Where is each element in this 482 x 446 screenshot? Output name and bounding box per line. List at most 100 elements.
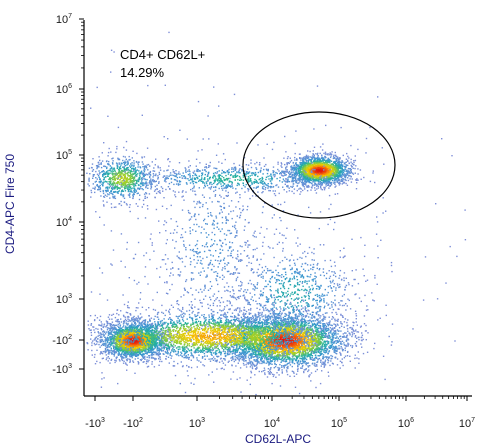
event-dot xyxy=(139,338,141,340)
event-dot xyxy=(136,325,139,327)
event-dot xyxy=(322,319,324,321)
event-dot xyxy=(137,337,139,339)
event-dot xyxy=(134,355,137,357)
event-dot xyxy=(140,341,142,343)
event-dot xyxy=(105,325,108,327)
event-dot xyxy=(360,336,362,339)
event-dot xyxy=(126,337,128,340)
event-dot xyxy=(347,339,350,341)
event-dot xyxy=(264,304,267,307)
event-dot xyxy=(336,350,338,352)
event-dot xyxy=(142,346,144,348)
event-dot xyxy=(238,337,240,340)
event-dot xyxy=(115,331,118,333)
event-dot xyxy=(128,344,131,347)
event-dot xyxy=(131,333,133,336)
event-dot xyxy=(145,342,147,345)
event-dot xyxy=(154,351,157,353)
event-dot xyxy=(117,331,119,333)
event-dot xyxy=(280,361,282,363)
event-dot xyxy=(99,353,101,355)
event-dot xyxy=(264,342,266,344)
event-dot xyxy=(118,334,120,337)
event-dot xyxy=(116,345,118,347)
event-dot xyxy=(294,325,296,327)
event-dot xyxy=(324,364,327,366)
event-dot xyxy=(124,316,126,318)
event-dot xyxy=(302,318,304,320)
event-dot xyxy=(115,320,117,322)
event-dot xyxy=(321,319,323,321)
event-dot xyxy=(122,362,125,364)
event-dot xyxy=(157,349,159,352)
event-dot xyxy=(262,326,264,329)
event-dot xyxy=(117,333,119,335)
event-dot xyxy=(275,328,278,330)
event-dot xyxy=(224,352,227,354)
event-dot xyxy=(275,376,277,378)
event-dot xyxy=(294,316,297,318)
event-dot xyxy=(257,356,259,358)
event-dot xyxy=(309,341,312,344)
event-dot xyxy=(306,339,308,341)
event-dot xyxy=(139,322,141,325)
event-dot xyxy=(233,344,236,347)
event-dot xyxy=(117,323,119,326)
event-dot xyxy=(264,372,266,374)
event-dot xyxy=(327,325,329,327)
event-dot xyxy=(309,332,311,334)
event-dot xyxy=(166,330,169,332)
event-dot xyxy=(100,351,102,353)
event-dot xyxy=(276,354,279,356)
event-dot xyxy=(143,344,145,346)
event-dot xyxy=(268,310,270,313)
event-dot xyxy=(153,326,155,328)
event-dot xyxy=(255,352,257,354)
event-dot xyxy=(101,329,103,331)
event-dot xyxy=(266,348,268,351)
event-dot xyxy=(116,336,119,339)
event-dot xyxy=(129,326,132,328)
event-dot xyxy=(145,339,147,341)
event-dot xyxy=(151,353,153,355)
event-dot xyxy=(289,342,291,345)
event-dot xyxy=(133,326,135,328)
event-dot xyxy=(125,352,128,354)
event-dot xyxy=(273,361,276,363)
event-dot xyxy=(298,346,300,349)
event-dot xyxy=(267,358,270,361)
event-dot xyxy=(277,357,280,359)
event-dot xyxy=(109,323,111,325)
event-dot xyxy=(261,321,263,323)
event-dot xyxy=(129,332,131,334)
event-dot xyxy=(261,313,263,315)
event-dot xyxy=(262,335,264,337)
event-dot xyxy=(283,325,286,327)
event-dot xyxy=(281,372,283,374)
event-dot xyxy=(148,323,151,326)
event-dot xyxy=(239,332,241,334)
event-dot xyxy=(289,331,291,333)
event-dot xyxy=(361,332,363,334)
event-dot xyxy=(108,339,110,341)
event-dot xyxy=(218,361,221,363)
event-dot xyxy=(265,319,268,321)
event-dot xyxy=(321,338,323,341)
event-dot xyxy=(311,349,314,351)
event-dot xyxy=(283,365,285,368)
event-dot xyxy=(151,348,153,351)
event-dot xyxy=(287,353,290,356)
event-dot xyxy=(122,357,124,359)
event-dot xyxy=(308,325,310,327)
event-dot xyxy=(268,363,270,365)
event-dot xyxy=(358,358,360,360)
event-dot xyxy=(134,340,136,342)
event-dot xyxy=(279,348,281,350)
event-dot xyxy=(272,314,275,316)
event-dot xyxy=(290,345,292,347)
event-dot xyxy=(330,342,332,344)
event-dot xyxy=(284,345,286,348)
event-dot xyxy=(144,358,146,360)
event-dot xyxy=(133,351,135,353)
event-dot xyxy=(152,343,155,345)
